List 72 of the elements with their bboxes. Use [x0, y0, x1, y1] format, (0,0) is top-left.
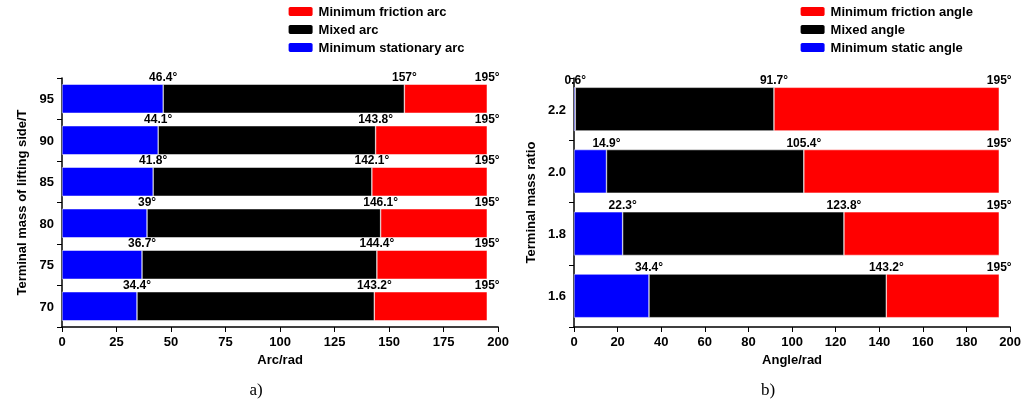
- annotation: 46.4°: [149, 70, 178, 85]
- legend-label: Minimum static angle: [830, 40, 963, 55]
- annotation: 144.4°: [359, 236, 395, 251]
- annotation: 143.2°: [868, 260, 904, 275]
- x-tick-label: 0: [58, 334, 66, 349]
- y-tick-label: 2.0: [547, 163, 566, 179]
- annotation: 195°: [986, 135, 1012, 150]
- annotation: 34.4°: [122, 277, 152, 292]
- x-tick-label: 125: [323, 334, 346, 349]
- annotation: 143.8°: [358, 111, 394, 126]
- y-tick-label: 90: [39, 132, 54, 148]
- annotation: 123.8°: [826, 197, 862, 212]
- x-tick-label: 100: [781, 334, 803, 349]
- x-tick-label: 180: [955, 334, 978, 349]
- annotation: 195°: [986, 260, 1012, 275]
- y-tick-label: 75: [39, 257, 54, 273]
- annotation: 41.8°: [139, 153, 168, 168]
- annotation: 14.9°: [592, 135, 621, 150]
- annotation: 105.4°: [786, 135, 822, 150]
- y-tick-label: 1.8: [547, 226, 566, 242]
- annotation: 22.3°: [608, 197, 637, 212]
- x-tick-label: 75: [218, 334, 233, 349]
- annotation: 143.2°: [356, 277, 392, 292]
- x-axis-title: Arc/rad: [257, 352, 303, 367]
- annotation: 195°: [474, 153, 500, 168]
- legend-label: Mixed arc: [318, 22, 379, 37]
- x-tick-label: 50: [163, 334, 179, 349]
- annotation: 39°: [137, 194, 157, 209]
- annotation: 195°: [474, 70, 500, 85]
- x-tick-label: 20: [610, 334, 625, 349]
- x-tick-label: 25: [109, 334, 124, 349]
- x-tick-label: 200: [487, 334, 510, 349]
- x-tick-label: 60: [697, 334, 713, 349]
- annotation: 146.1°: [363, 194, 399, 209]
- x-tick-label: 80: [741, 334, 756, 349]
- y-tick-label: 85: [39, 174, 54, 190]
- legend-label: Mixed angle: [830, 22, 906, 37]
- annotation: 195°: [474, 277, 500, 292]
- x-tick-label: 120: [824, 334, 847, 349]
- legend-label: Minimum friction arc: [318, 4, 447, 19]
- annotation: 0.6°: [564, 73, 587, 88]
- annotation: 195°: [474, 194, 500, 209]
- y-tick-label: 1.6: [547, 288, 566, 304]
- annotation: 34.4°: [634, 260, 664, 275]
- annotation: 195°: [474, 111, 500, 126]
- x-tick-label: 175: [432, 334, 455, 349]
- annotation: 142.1°: [354, 153, 390, 168]
- y-tick-label: 2.2: [547, 101, 566, 117]
- annotation: 91.7°: [759, 73, 789, 88]
- annotation: 44.1°: [144, 111, 173, 126]
- annotation: 157°: [391, 70, 417, 85]
- legend-label: Minimum friction angle: [830, 4, 973, 19]
- y-axis-title: Terminal mass ratio: [523, 141, 539, 264]
- x-tick-label: 150: [378, 334, 400, 349]
- y-tick-label: 70: [39, 298, 54, 314]
- annotation: 195°: [986, 73, 1012, 88]
- text: a): [249, 380, 263, 399]
- y-tick-label: 95: [39, 91, 54, 107]
- x-tick-label: 200: [999, 334, 1022, 349]
- legend-label: Minimum stationary arc: [318, 40, 465, 55]
- x-axis-title: Angle/rad: [762, 352, 823, 367]
- x-tick-label: 140: [868, 334, 891, 349]
- annotation: 195°: [986, 197, 1012, 212]
- y-axis-title: Terminal mass of lifting side/T: [14, 109, 29, 296]
- x-tick-label: 0: [570, 334, 578, 349]
- text: b): [760, 380, 776, 399]
- y-tick-label: 80: [39, 215, 54, 231]
- x-tick-label: 160: [912, 334, 934, 349]
- annotation: 195°: [474, 236, 500, 251]
- annotation: 36.7°: [127, 236, 157, 251]
- x-tick-label: 40: [654, 334, 669, 349]
- x-tick-label: 100: [269, 334, 291, 349]
